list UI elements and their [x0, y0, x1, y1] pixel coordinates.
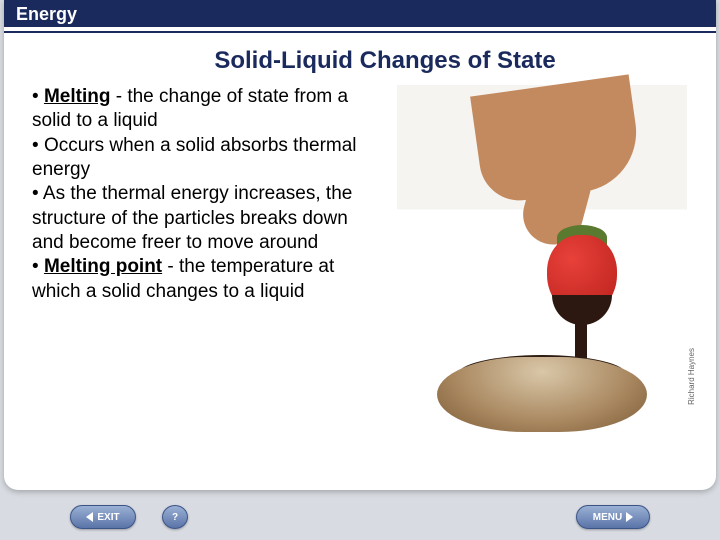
bullet-3: • As the thermal energy increases, the s…: [32, 182, 376, 255]
menu-button[interactable]: MENU: [576, 505, 650, 529]
term-melting-point: Melting point: [44, 256, 162, 277]
menu-label: MENU: [593, 512, 622, 523]
bowl: [437, 357, 647, 432]
header-underline: [4, 31, 716, 33]
help-button[interactable]: ?: [162, 505, 188, 529]
header-bar: Energy: [4, 0, 716, 29]
bullet-2: • Occurs when a solid absorbs thermal en…: [32, 134, 376, 183]
header-label: Energy: [16, 4, 77, 24]
slide-title: Solid-Liquid Changes of State: [4, 47, 716, 75]
content-area: • Melting - the change of state from a s…: [4, 85, 716, 445]
term-melting: Melting: [44, 86, 111, 107]
exit-button[interactable]: EXIT: [70, 505, 136, 529]
text-column: • Melting - the change of state from a s…: [32, 85, 376, 445]
illustration: [397, 85, 687, 440]
slide-frame: Energy Solid-Liquid Changes of State • M…: [4, 0, 716, 490]
footer-nav: EXIT ? MENU: [0, 494, 720, 540]
bullet-1: • Melting - the change of state from a s…: [32, 85, 376, 134]
image-credit: Richard Haynes: [687, 348, 696, 405]
arrow-right-icon: [626, 512, 633, 522]
bullet-4: • Melting point - the temperature at whi…: [32, 255, 376, 304]
exit-label: EXIT: [97, 512, 119, 523]
help-label: ?: [172, 512, 178, 523]
arrow-left-icon: [86, 512, 93, 522]
image-column: Richard Haynes: [386, 85, 698, 445]
